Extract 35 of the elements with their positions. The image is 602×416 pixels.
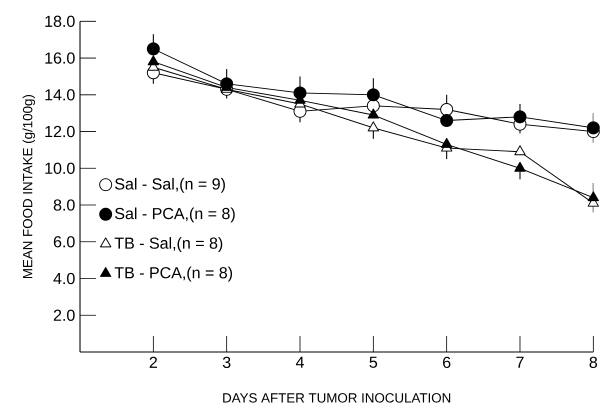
point (514, 110, 526, 124)
point (588, 191, 599, 202)
y-tick-label: 10.0 (45, 162, 75, 174)
y-axis-title: MEAN FOOD INTAKE (g/100g) (22, 95, 35, 278)
legend-label: TB - PCA,(n = 8) (114, 266, 232, 282)
y-tick-label: 4.0 (53, 272, 75, 284)
point (368, 108, 379, 118)
point (586, 121, 600, 134)
point (148, 55, 160, 66)
point (514, 162, 526, 172)
point (514, 145, 526, 156)
legend-label: TB - Sal,(n = 8) (114, 237, 222, 252)
point (368, 121, 379, 132)
point (440, 103, 454, 116)
y-tick-label: 18.0 (45, 16, 75, 27)
y-tick-label: 6.0 (54, 236, 75, 248)
point (440, 114, 454, 127)
legend-label: Sal - Sal,(n = 9) (115, 178, 225, 193)
y-tick-label: 14.0 (45, 89, 75, 100)
x-tick-label: 4 (296, 356, 304, 368)
x-tick-label: 6 (443, 356, 450, 368)
x-tick-label: 7 (516, 356, 524, 368)
y-tick-label: 12.0 (45, 126, 75, 138)
y-tick-label: 16.0 (45, 52, 75, 64)
x-tick-label: 5 (370, 356, 378, 368)
x-tick-label: 8 (590, 356, 598, 368)
x-tick-label: 2 (150, 356, 157, 368)
x-tick-label: 3 (222, 356, 230, 368)
x-axis-title: DAYS AFTER TUMOR INOCULATION (223, 393, 450, 403)
point (440, 138, 452, 148)
y-tick-label: 2.0 (54, 310, 75, 321)
point (146, 42, 160, 56)
y-tick-label: 8.0 (54, 199, 75, 211)
point (366, 88, 380, 102)
legend-label: Sal - PCA,(n = 8) (115, 207, 235, 222)
